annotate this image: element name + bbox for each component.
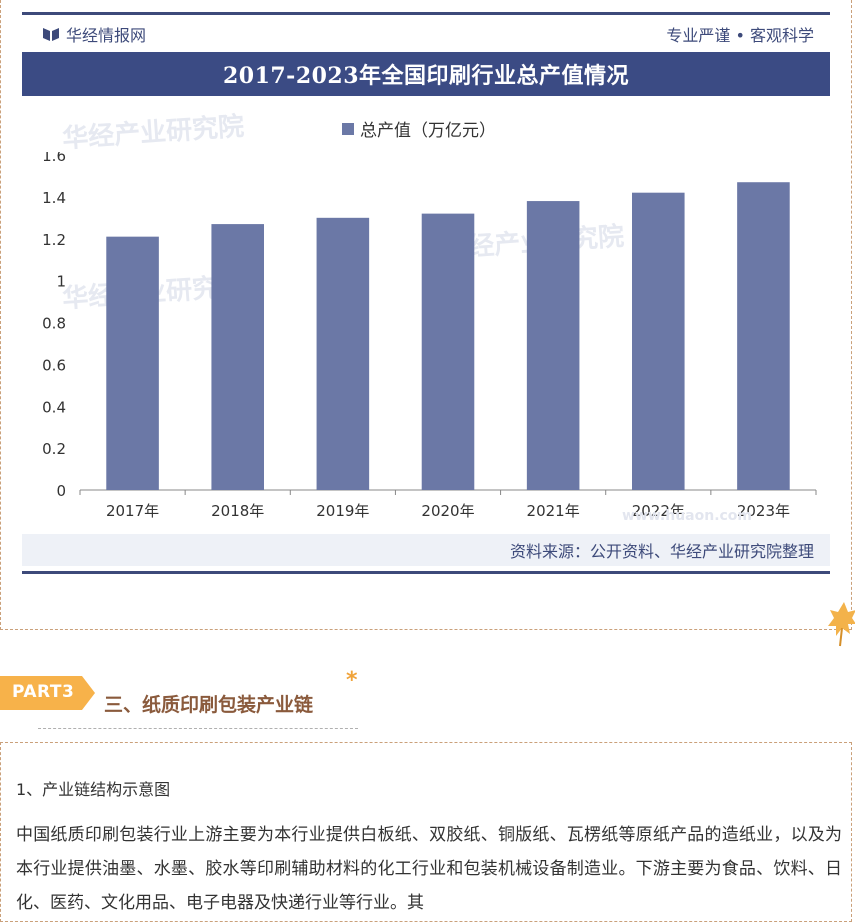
y-tick-label: 1.6 — [42, 152, 66, 165]
y-tick-label: 1.2 — [42, 231, 66, 249]
bar — [106, 236, 159, 490]
x-tick-label: 2017年 — [106, 502, 159, 520]
section-title: 三、纸质印刷包装产业链 — [104, 694, 314, 716]
bar — [211, 224, 264, 490]
y-tick-label: 0.4 — [42, 398, 66, 416]
legend-label: 总产值（万亿元） — [360, 121, 496, 141]
maple-leaf-icon — [828, 602, 855, 647]
watermark: 华经产业研究院 — [61, 111, 246, 155]
y-tick-label: 1.4 — [42, 189, 66, 207]
y-tick-label: 0 — [56, 482, 66, 500]
chart-card: 华经情报网 专业严谨 • 客观科学 2017-2023年全国印刷行业总产值情况 … — [22, 12, 830, 574]
legend-swatch — [342, 122, 354, 135]
part-badge — [0, 676, 95, 710]
brand-name: 华经情报网 — [66, 26, 147, 45]
sub-heading: 1、产业链结构示意图 — [16, 780, 171, 799]
asterisk-icon: * — [346, 668, 358, 693]
x-tick-label: 2018年 — [211, 502, 264, 520]
x-tick-label: 2020年 — [421, 502, 474, 520]
bar — [632, 192, 685, 490]
bottom-rule — [22, 571, 830, 574]
part-label: PART3 — [12, 682, 75, 702]
section-underline — [38, 728, 358, 729]
chart-title: 2017-2023年全国印刷行业总产值情况 — [22, 52, 830, 96]
bar — [421, 213, 475, 490]
source-note: 资料来源：公开资料、华经产业研究院整理 — [22, 534, 830, 566]
bar — [316, 217, 370, 490]
chart-frame — [0, 0, 852, 630]
bar — [526, 201, 580, 490]
x-tick-label: 2023年 — [737, 502, 790, 520]
x-tick-label: 2019年 — [316, 502, 369, 520]
watermark-url: www.huaon.com — [622, 508, 752, 524]
tagline: 专业严谨 • 客观科学 — [666, 26, 814, 45]
x-tick-label: 2021年 — [527, 502, 580, 520]
y-tick-label: 0.8 — [42, 315, 66, 333]
y-tick-label: 0.2 — [42, 440, 66, 458]
body-paragraph: 中国纸质印刷包装行业上游主要为本行业提供白板纸、双胶纸、铜版纸、瓦楞纸等原纸产品… — [16, 825, 842, 913]
chart-legend: 总产值（万亿元） — [342, 116, 496, 141]
x-tick-label: 2022年 — [632, 502, 685, 520]
y-tick-label: 0.6 — [42, 356, 66, 374]
bar-chart: 0 0.2 0.4 0.6 0.8 1 1.2 1.4 1.6 2017年 2018年 2019年 20… — [42, 152, 817, 524]
y-tick-label: 1 — [56, 273, 66, 291]
brand: 华经情报网 — [42, 22, 146, 46]
bar — [737, 182, 790, 490]
top-rule — [22, 12, 830, 15]
brand-logo-icon — [43, 28, 59, 41]
